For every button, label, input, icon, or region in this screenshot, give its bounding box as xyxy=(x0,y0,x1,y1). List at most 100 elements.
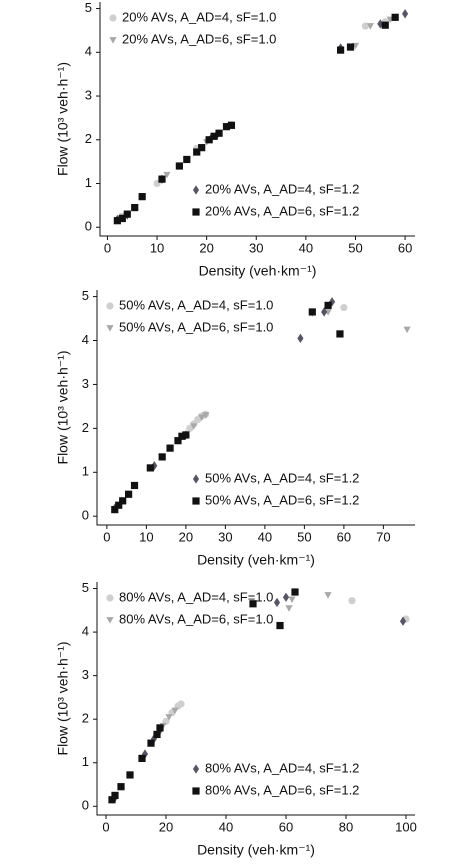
x-tick-label: 20 xyxy=(199,240,213,255)
point xyxy=(381,21,389,29)
x-tick-label: 30 xyxy=(218,529,232,544)
x-axis-title: Density (veh·km⁻¹) xyxy=(197,842,315,858)
point xyxy=(391,13,399,21)
point xyxy=(117,783,125,791)
point xyxy=(126,771,134,779)
y-tick-label: 1 xyxy=(82,464,89,479)
point xyxy=(202,412,210,419)
legend-marker xyxy=(192,208,200,216)
legend-label: 20% AVs, A_AD=4, sF=1.0 xyxy=(122,9,276,24)
point xyxy=(166,444,174,452)
point xyxy=(198,414,206,421)
x-tick-label: 10 xyxy=(139,529,153,544)
legend-marker xyxy=(106,617,114,624)
legend-label: 80% AVs, A_AD=6, sF=1.0 xyxy=(119,611,273,626)
y-tick-label: 2 xyxy=(85,131,92,146)
y-tick-label: 4 xyxy=(85,44,92,59)
axis-frame xyxy=(96,290,415,526)
point xyxy=(175,162,183,170)
point xyxy=(146,464,154,472)
legend-label: 80% AVs, A_AD=4, sF=1.0 xyxy=(119,589,273,604)
legend-label: 50% AVs, A_AD=6, sF=1.2 xyxy=(205,492,359,507)
point xyxy=(190,423,198,430)
point xyxy=(276,621,284,630)
point xyxy=(308,308,316,316)
x-tick-label: 60 xyxy=(398,240,412,255)
legend-marker xyxy=(106,594,114,602)
x-axis-title: Density (veh·km⁻¹) xyxy=(199,263,317,279)
x-tick-label: 0 xyxy=(102,819,109,834)
point xyxy=(177,700,185,708)
point xyxy=(399,616,407,626)
point xyxy=(324,301,332,309)
point xyxy=(285,605,293,612)
point xyxy=(111,791,119,800)
y-tick-label: 0 xyxy=(82,508,89,523)
y-axis-title: Flow (10³ veh·h⁻¹) xyxy=(55,642,71,756)
point xyxy=(361,22,369,30)
axis-frame xyxy=(96,582,415,816)
legend-marker xyxy=(192,764,200,774)
x-tick-label: 40 xyxy=(258,529,272,544)
legend-label: 20% AVs, A_AD=4, sF=1.2 xyxy=(205,181,359,196)
legend-label: 50% AVs, A_AD=4, sF=1.2 xyxy=(205,470,359,485)
point xyxy=(182,431,190,439)
point xyxy=(336,330,344,338)
x-tick-label: 20 xyxy=(159,819,173,834)
point xyxy=(402,9,409,19)
point xyxy=(346,43,355,51)
point xyxy=(321,307,328,317)
point xyxy=(328,297,336,307)
x-tick-label: 10 xyxy=(150,240,164,255)
x-axis-title: Density (veh·km⁻¹) xyxy=(197,552,315,568)
legend-marker xyxy=(106,302,114,310)
point xyxy=(273,597,281,608)
point xyxy=(158,453,166,461)
point xyxy=(151,461,158,471)
point xyxy=(138,754,146,762)
point xyxy=(324,592,332,599)
point xyxy=(183,155,191,164)
legend-marker xyxy=(192,185,200,195)
x-tick-label: 20 xyxy=(179,529,193,544)
x-tick-label: 60 xyxy=(337,529,351,544)
point xyxy=(123,210,131,218)
point xyxy=(163,171,171,179)
x-tick-label: 40 xyxy=(219,819,233,834)
legend-marker xyxy=(192,787,200,795)
legend-label: 50% AVs, A_AD=4, sF=1.0 xyxy=(119,297,273,312)
point xyxy=(165,714,173,721)
point xyxy=(403,326,411,334)
y-tick-label: 3 xyxy=(82,376,89,391)
point xyxy=(282,592,290,602)
x-tick-label: 50 xyxy=(348,240,362,255)
legend-label: 20% AVs, A_AD=6, sF=1.2 xyxy=(205,203,359,218)
point xyxy=(125,490,133,498)
x-tick-label: 80 xyxy=(339,819,353,834)
y-tick-label: 0 xyxy=(82,798,89,813)
point xyxy=(291,588,299,596)
y-tick-label: 3 xyxy=(82,667,89,682)
y-tick-label: 5 xyxy=(85,0,92,15)
point xyxy=(171,707,179,715)
x-tick-label: 70 xyxy=(376,529,390,544)
point xyxy=(198,144,206,152)
legend-label: 80% AVs, A_AD=6, sF=1.2 xyxy=(205,782,359,797)
legend-label: 80% AVs, A_AD=4, sF=1.2 xyxy=(205,760,359,775)
x-tick-label: 30 xyxy=(249,240,263,255)
legend-label: 20% AVs, A_AD=6, sF=1.0 xyxy=(122,31,276,46)
point xyxy=(340,303,348,312)
legend-marker xyxy=(192,474,200,484)
point xyxy=(215,129,223,137)
y-tick-label: 2 xyxy=(82,420,89,435)
point xyxy=(288,596,296,604)
x-tick-label: 100 xyxy=(395,819,417,834)
point xyxy=(138,193,146,201)
y-tick-label: 2 xyxy=(82,711,89,726)
legend-marker xyxy=(106,325,114,332)
point xyxy=(227,121,236,129)
legend-marker xyxy=(109,14,117,22)
point xyxy=(119,497,127,505)
x-tick-label: 0 xyxy=(103,529,110,544)
